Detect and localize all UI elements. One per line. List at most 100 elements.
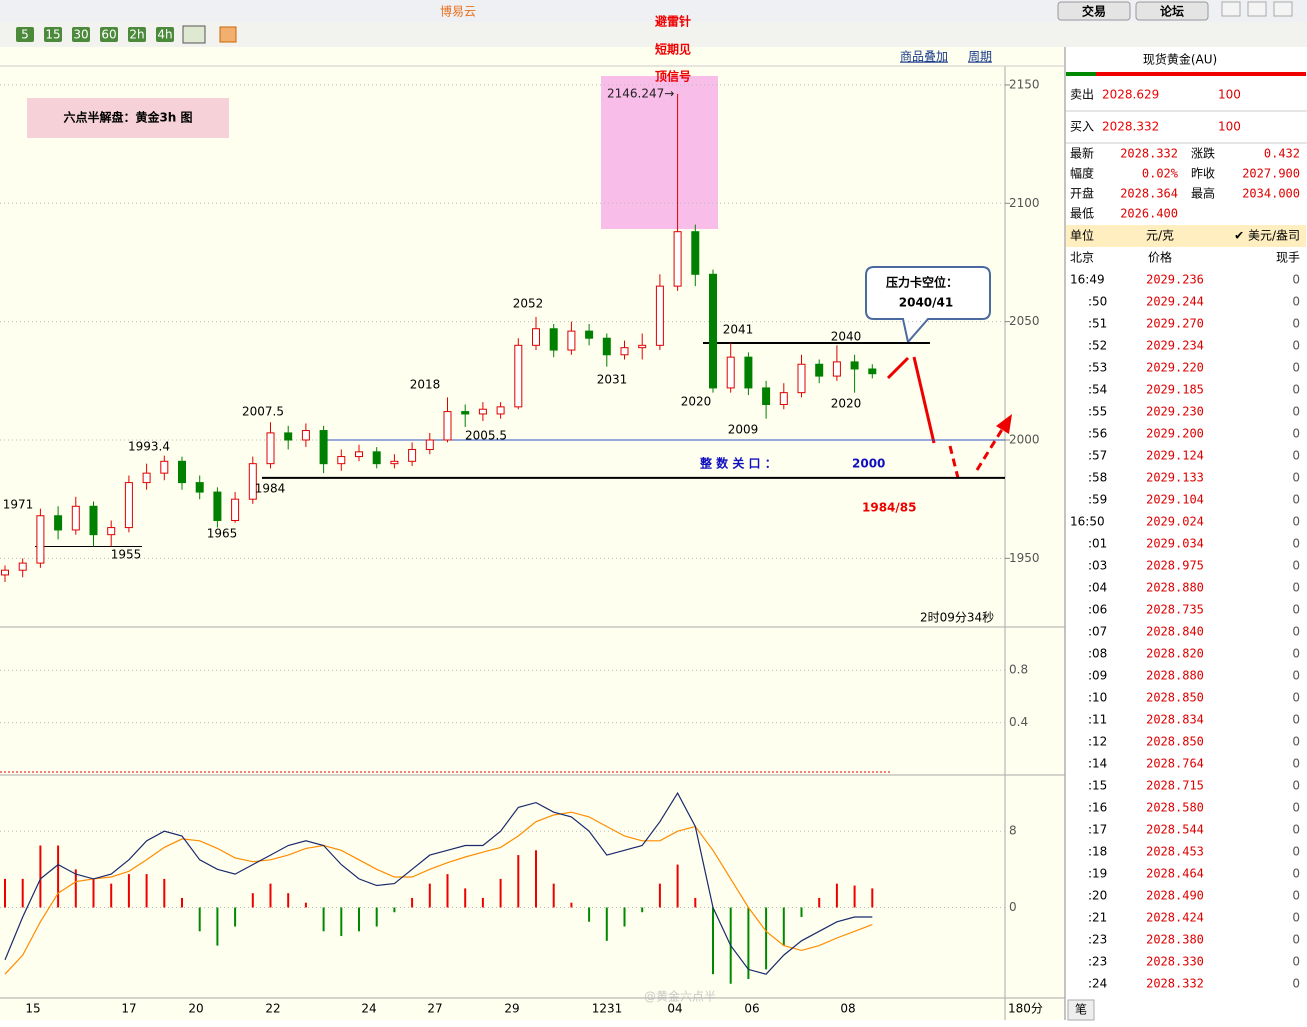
- candle-body: [762, 387, 771, 405]
- candle-body: [532, 328, 540, 346]
- period-label[interactable]: 5: [21, 28, 29, 42]
- quote-label: 买入: [1070, 120, 1094, 134]
- period-button[interactable]: [128, 27, 146, 42]
- tick-time: :21: [1088, 911, 1107, 925]
- candle-body: [337, 456, 346, 465]
- period-label[interactable]: 15: [45, 28, 60, 42]
- stat-label: 幅度: [1070, 166, 1094, 181]
- tick-volume: 0: [1292, 361, 1300, 375]
- title-bar: [0, 0, 1307, 22]
- quote-bar: [1066, 72, 1306, 76]
- price-annotation: 2041: [723, 323, 754, 337]
- level-text: 整 数 关 口 ：: [699, 456, 777, 471]
- minimize-button[interactable]: [1221, 1, 1241, 17]
- candle-body: [107, 527, 116, 536]
- tick-volume: 0: [1292, 933, 1300, 947]
- countdown: 2时09分34秒: [920, 611, 994, 625]
- price-annotation: 2005.5: [465, 429, 507, 443]
- period-link[interactable]: 周期: [968, 50, 992, 64]
- candle-body: [691, 231, 700, 275]
- close-button[interactable]: [1273, 1, 1293, 17]
- candle-body: [355, 451, 363, 458]
- tick-volume: 0: [1292, 889, 1300, 903]
- tick-time: :55: [1088, 405, 1107, 419]
- tick-time: :17: [1088, 823, 1107, 837]
- tick-price: 2028.715: [1146, 779, 1204, 793]
- y-tick-label: 2150: [1009, 77, 1040, 91]
- tick-time: :57: [1088, 449, 1107, 463]
- candle-body: [850, 361, 859, 370]
- candle-body: [71, 505, 80, 531]
- candle-body: [301, 430, 310, 441]
- tab[interactable]: [1067, 999, 1095, 1021]
- x-tick-label: 27: [427, 1002, 442, 1016]
- period-label[interactable]: 60: [101, 28, 116, 42]
- period-button[interactable]: [16, 27, 34, 42]
- tick-time: :12: [1088, 735, 1107, 749]
- candle-body: [319, 430, 328, 465]
- tick-price: 2028.834: [1146, 713, 1204, 727]
- forum-button[interactable]: [1135, 1, 1209, 21]
- price-annotation: 2020: [831, 397, 862, 411]
- tool-button[interactable]: [182, 25, 206, 44]
- tick-price: 2029.124: [1146, 449, 1204, 463]
- period-button[interactable]: [72, 27, 90, 42]
- y-tick-label: 2100: [1009, 196, 1040, 210]
- quote-qty: 100: [1218, 88, 1241, 102]
- tick-volume: 0: [1292, 801, 1300, 815]
- tick-volume: 0: [1292, 427, 1300, 441]
- stat-label: 最新: [1070, 146, 1094, 161]
- y-tick-label: 0.4: [1009, 715, 1028, 729]
- tool-button[interactable]: [219, 26, 237, 43]
- tick-time: :03: [1088, 559, 1107, 573]
- target-text: 1984/85: [862, 501, 916, 515]
- quote-panel: [1065, 47, 1307, 1020]
- period-button[interactable]: [100, 27, 118, 42]
- period-label: 180分: [1008, 1002, 1043, 1016]
- stat-label: 昨收: [1191, 167, 1215, 181]
- period-button[interactable]: [156, 27, 174, 42]
- x-tick-label: 04: [667, 1002, 682, 1016]
- signal-text: 顶信号: [655, 69, 691, 84]
- tick-time: :10: [1088, 691, 1107, 705]
- price-annotation: 1993.4: [128, 440, 170, 454]
- period-label[interactable]: 2h: [129, 28, 144, 42]
- overlay-link[interactable]: 商品叠加: [900, 49, 948, 64]
- period-label[interactable]: 30: [73, 28, 88, 42]
- tick-volume: 0: [1292, 295, 1300, 309]
- quote-header: [1068, 50, 1304, 70]
- tick-price: 2028.880: [1146, 581, 1204, 595]
- forum-label[interactable]: 论坛: [1160, 4, 1184, 19]
- tick-volume: 0: [1292, 625, 1300, 639]
- x-tick-label: 15: [25, 1002, 40, 1016]
- stat-value: 2026.400: [1120, 207, 1178, 221]
- price-annotation: 1971: [3, 498, 34, 512]
- period-label[interactable]: 4h: [157, 28, 172, 42]
- trade-button[interactable]: [1057, 1, 1131, 21]
- trade-label[interactable]: 交易: [1082, 4, 1106, 19]
- candle-body: [549, 328, 558, 351]
- tick-volume: 0: [1292, 471, 1300, 485]
- tick-price: 2029.185: [1146, 383, 1204, 397]
- tick-time: :11: [1088, 713, 1107, 727]
- tick-price: 2028.330: [1146, 955, 1204, 969]
- stat-label: 最高: [1191, 186, 1215, 201]
- x-tick-label: 08: [840, 1002, 855, 1016]
- chart-area: [0, 47, 1065, 1020]
- candle-body: [248, 463, 257, 500]
- tick-volume: 0: [1292, 647, 1300, 661]
- quote-title: 现货黄金(AU): [1143, 52, 1217, 67]
- maximize-button[interactable]: [1247, 1, 1267, 17]
- unit-label: 元/克: [1146, 229, 1174, 243]
- column-header: 现手: [1276, 251, 1300, 265]
- tick-price: 2028.840: [1146, 625, 1204, 639]
- tick-volume: 0: [1292, 911, 1300, 925]
- tick-time: :18: [1088, 845, 1107, 859]
- tick-volume: 0: [1292, 867, 1300, 881]
- period-button[interactable]: [44, 27, 62, 42]
- tick-volume: 0: [1292, 735, 1300, 749]
- candle-body: [461, 411, 470, 415]
- quote-bar: [1066, 72, 1096, 76]
- tab-label[interactable]: 笔: [1075, 1002, 1087, 1017]
- tick-volume: 0: [1292, 757, 1300, 771]
